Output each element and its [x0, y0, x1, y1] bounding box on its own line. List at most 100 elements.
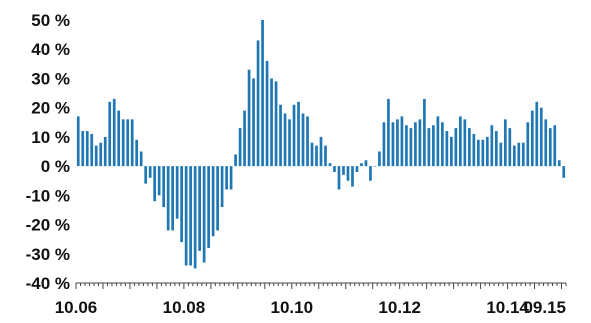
bar: [481, 139, 485, 167]
bar: [103, 136, 107, 167]
bar: [243, 110, 246, 167]
bar: [153, 166, 157, 202]
bar: [166, 166, 170, 231]
bar: [382, 122, 386, 167]
bar: [306, 116, 309, 167]
bar: [207, 166, 210, 248]
bar: [135, 139, 139, 167]
bar: [247, 69, 251, 167]
bar: [472, 133, 476, 167]
bar: [229, 166, 233, 190]
bar: [360, 163, 363, 167]
bar: [476, 139, 480, 167]
y-tick-label: 50 %: [31, 11, 70, 30]
bar: [108, 101, 112, 167]
bar: [450, 136, 453, 167]
bar: [225, 166, 228, 190]
bar: [184, 166, 188, 266]
x-tick-label: 10.06: [55, 298, 98, 317]
bar: [175, 166, 179, 219]
bar: [494, 131, 498, 167]
bar: [162, 166, 166, 208]
bar: [112, 98, 116, 167]
bar: [337, 166, 341, 190]
x-tick-label: 10.08: [163, 298, 206, 317]
y-tick-label: -20 %: [26, 216, 70, 235]
bar: [270, 78, 273, 167]
bar: [562, 166, 566, 178]
bar: [521, 142, 525, 167]
y-tick-label: 40 %: [31, 40, 70, 59]
bar: [301, 113, 305, 167]
bar: [530, 110, 534, 167]
bar: [427, 128, 431, 167]
y-tick-label: -40 %: [26, 274, 70, 293]
y-tick-label: -10 %: [26, 186, 70, 205]
bar: [378, 151, 381, 167]
bar: [400, 116, 404, 167]
x-tick-label: 10.10: [271, 298, 314, 317]
bar: [346, 166, 350, 181]
bar: [274, 81, 278, 167]
bar: [454, 128, 458, 167]
bar: [139, 151, 143, 167]
bar: [535, 101, 539, 167]
bar: [157, 166, 161, 196]
bar: [85, 131, 89, 167]
bar: [121, 119, 125, 167]
bar: [202, 166, 206, 263]
bar: [539, 107, 543, 167]
bar: [548, 128, 552, 167]
bar: [503, 119, 507, 167]
bar: [441, 122, 444, 167]
bar: [459, 116, 462, 167]
bar: [463, 119, 467, 167]
y-axis-labels: 50 % 40 % 30 % 20 % 10 % 0 % -10 % -20 % -30 % -4…: [26, 11, 70, 293]
bar: [234, 154, 237, 167]
bar: [252, 78, 255, 167]
bar: [526, 122, 530, 167]
bar: [373, 166, 377, 167]
bar: [297, 101, 300, 167]
bar: [387, 98, 390, 167]
bar: [553, 125, 557, 167]
bar: [414, 122, 417, 167]
bar: [333, 166, 336, 172]
bar: [261, 20, 264, 167]
bar: [418, 119, 422, 167]
bar: [485, 136, 489, 167]
bar: [81, 131, 85, 167]
bar: [445, 131, 449, 167]
bar: [130, 119, 134, 167]
bar: [220, 166, 224, 208]
bar: [490, 125, 494, 167]
bar: [283, 113, 287, 167]
bar: [288, 119, 291, 167]
bar: [198, 166, 201, 251]
bar: [189, 166, 192, 266]
bar: [355, 166, 359, 172]
x-tick-label: 10.14: [486, 298, 529, 317]
bar: [468, 128, 471, 167]
bar: [76, 116, 80, 167]
bar: [436, 116, 440, 167]
bar: [508, 128, 512, 167]
bar: [342, 166, 345, 175]
bar: [369, 166, 372, 181]
bar: [171, 166, 174, 231]
y-tick-label: 30 %: [31, 69, 70, 88]
bar: [148, 166, 152, 178]
bar: [517, 142, 521, 167]
bar: [238, 128, 242, 167]
y-tick-label: 10 %: [31, 128, 70, 147]
bars: [76, 20, 566, 269]
x-axis-ticks: [75, 283, 567, 289]
bar: [144, 166, 148, 184]
bar: [117, 110, 121, 167]
bar: [315, 145, 318, 167]
bar: [391, 122, 395, 167]
bar: [405, 125, 408, 167]
bar: [94, 145, 98, 167]
bar: [364, 160, 368, 167]
y-tick-label: 0 %: [41, 157, 70, 176]
